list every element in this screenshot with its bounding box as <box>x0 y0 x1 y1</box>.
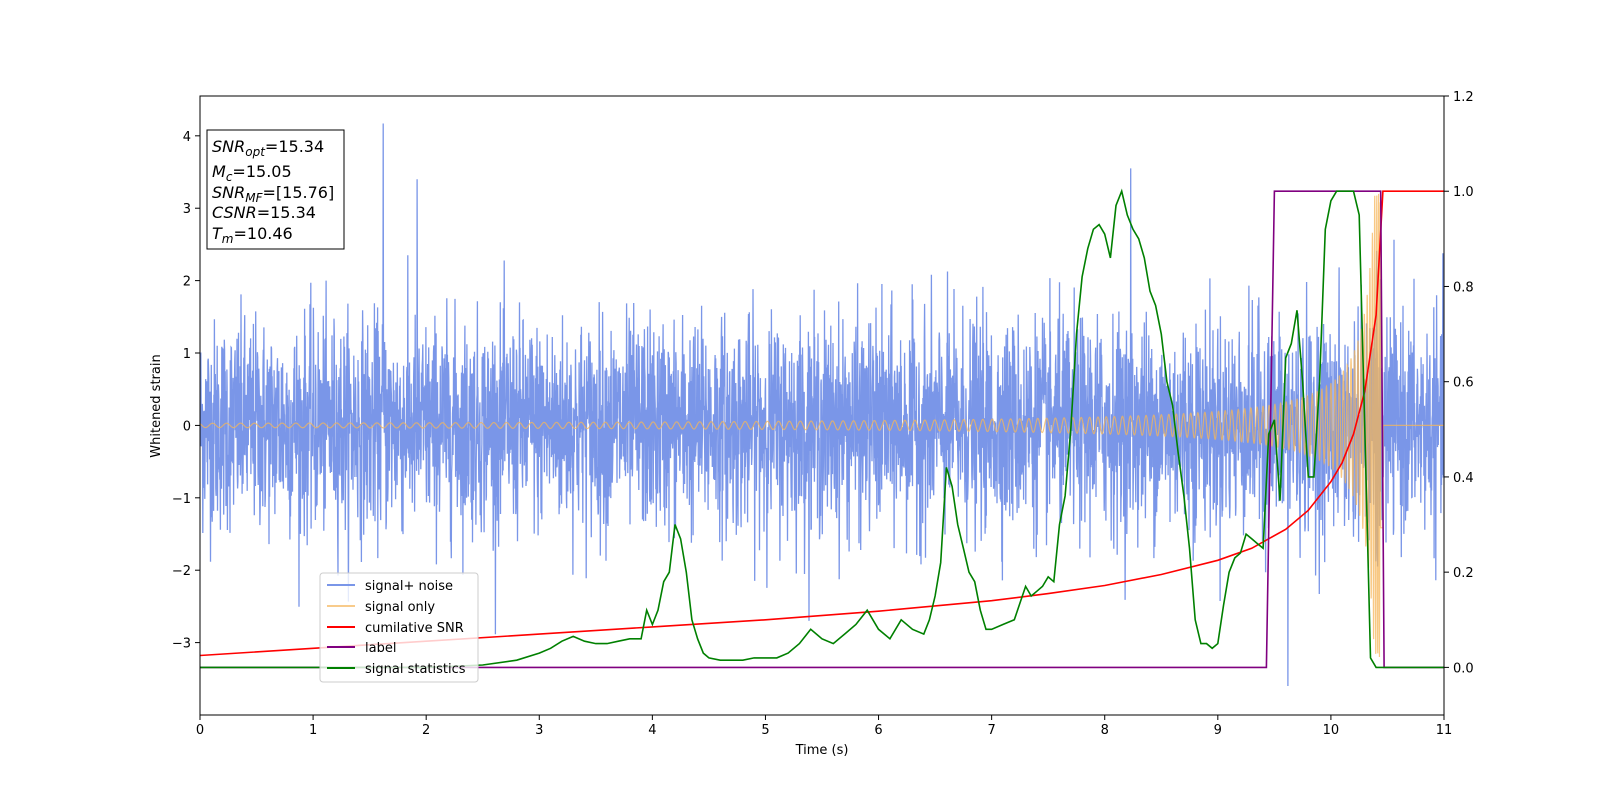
x-tick-label: 8 <box>1101 723 1109 738</box>
x-tick-label: 3 <box>535 723 543 738</box>
y2-tick-label: 0.8 <box>1453 280 1474 295</box>
info-line-mc-base: M <box>212 162 226 181</box>
y-tick-label: −2 <box>172 564 191 579</box>
y2-tick-label: 0.6 <box>1453 376 1474 391</box>
y-tick-label: 2 <box>183 275 191 290</box>
info-box-frame <box>206 129 345 250</box>
info-line-tm-sub: m <box>222 232 234 246</box>
y-tick-label: 4 <box>183 130 191 145</box>
x-tick-label: 5 <box>761 723 769 738</box>
info-line-snr-opt: SNRopt=15.34 <box>212 137 324 159</box>
x-tick-label: 0 <box>196 723 204 738</box>
x-tick-label: 11 <box>1436 723 1453 738</box>
x-axis-ticks: 0 1 2 3 4 5 6 7 8 9 10 11 <box>196 715 1452 738</box>
info-line-snr-opt-sub: opt <box>245 145 266 159</box>
legend-label-label: label <box>365 641 396 656</box>
series-cumulative-snr <box>200 190 1444 657</box>
info-line-tm: Tm=10.46 <box>212 224 293 246</box>
info-line-snr-mf-sub: MF <box>245 191 263 205</box>
y-axis-label: Whitened strain <box>149 354 164 457</box>
y2-tick-label: 1.2 <box>1453 90 1474 105</box>
y-tick-label: −3 <box>172 637 191 652</box>
info-line-mc-sub: c <box>226 170 233 184</box>
info-line-csnr-value: =15.34 <box>257 203 316 222</box>
x-tick-label: 9 <box>1214 723 1222 738</box>
legend-label-cumulative-snr: cumilative SNR <box>365 621 464 636</box>
y2-tick-label: 0.0 <box>1453 661 1474 676</box>
info-line-csnr-base: CSNR <box>212 203 257 222</box>
y2-tick-label: 0.4 <box>1453 471 1474 486</box>
info-line-snr-opt-value: =15.34 <box>265 137 324 156</box>
series-signal-statistics <box>200 188 1444 669</box>
y2-tick-label: 1.0 <box>1453 185 1474 200</box>
info-line-snr-mf: SNRMF=[15.76] <box>212 183 334 205</box>
x-tick-label: 6 <box>874 723 882 738</box>
x-tick-label: 2 <box>422 723 430 738</box>
series-signal-only <box>200 193 1444 657</box>
y-tick-label: 3 <box>183 202 191 217</box>
legend: signal+ noise signal only cumilative SNR… <box>319 572 479 683</box>
info-line-snr-mf-base: SNR <box>212 183 245 202</box>
legend-label-signal-only: signal only <box>365 600 435 615</box>
y-tick-label: 1 <box>183 347 191 362</box>
info-line-snr-opt-base: SNR <box>212 137 245 156</box>
info-line-tm-base: T <box>212 224 223 243</box>
x-tick-label: 10 <box>1323 723 1340 738</box>
info-line-mc: Mc=15.05 <box>212 162 292 184</box>
x-tick-label: 1 <box>309 723 317 738</box>
series-layer <box>200 123 1444 687</box>
info-line-mc-value: =15.05 <box>232 162 291 181</box>
x-tick-label: 4 <box>648 723 656 738</box>
y-axis-ticks: −3 −2 −1 0 1 2 3 4 <box>172 130 200 652</box>
x-axis-label: Time (s) <box>795 743 849 758</box>
y-tick-label: −1 <box>172 492 191 507</box>
plot-frame <box>199 95 1445 716</box>
info-line-snr-mf-value: =[15.76] <box>263 183 335 202</box>
y2-tick-label: 0.2 <box>1453 566 1474 581</box>
legend-label-signal-statistics: signal statistics <box>365 662 466 677</box>
legend-frame <box>319 572 479 683</box>
info-line-tm-value: =10.46 <box>233 224 292 243</box>
y2-axis-ticks: 0.0 0.2 0.4 0.6 0.8 1.0 1.2 <box>1444 90 1474 676</box>
y-tick-label: 0 <box>183 419 191 434</box>
x-tick-label: 7 <box>987 723 995 738</box>
info-box: SNRopt=15.34 Mc=15.05 SNRMF=[15.76] CSNR… <box>206 129 345 250</box>
legend-label-signal-noise: signal+ noise <box>365 579 453 594</box>
info-line-csnr: CSNR=15.34 <box>212 203 316 222</box>
